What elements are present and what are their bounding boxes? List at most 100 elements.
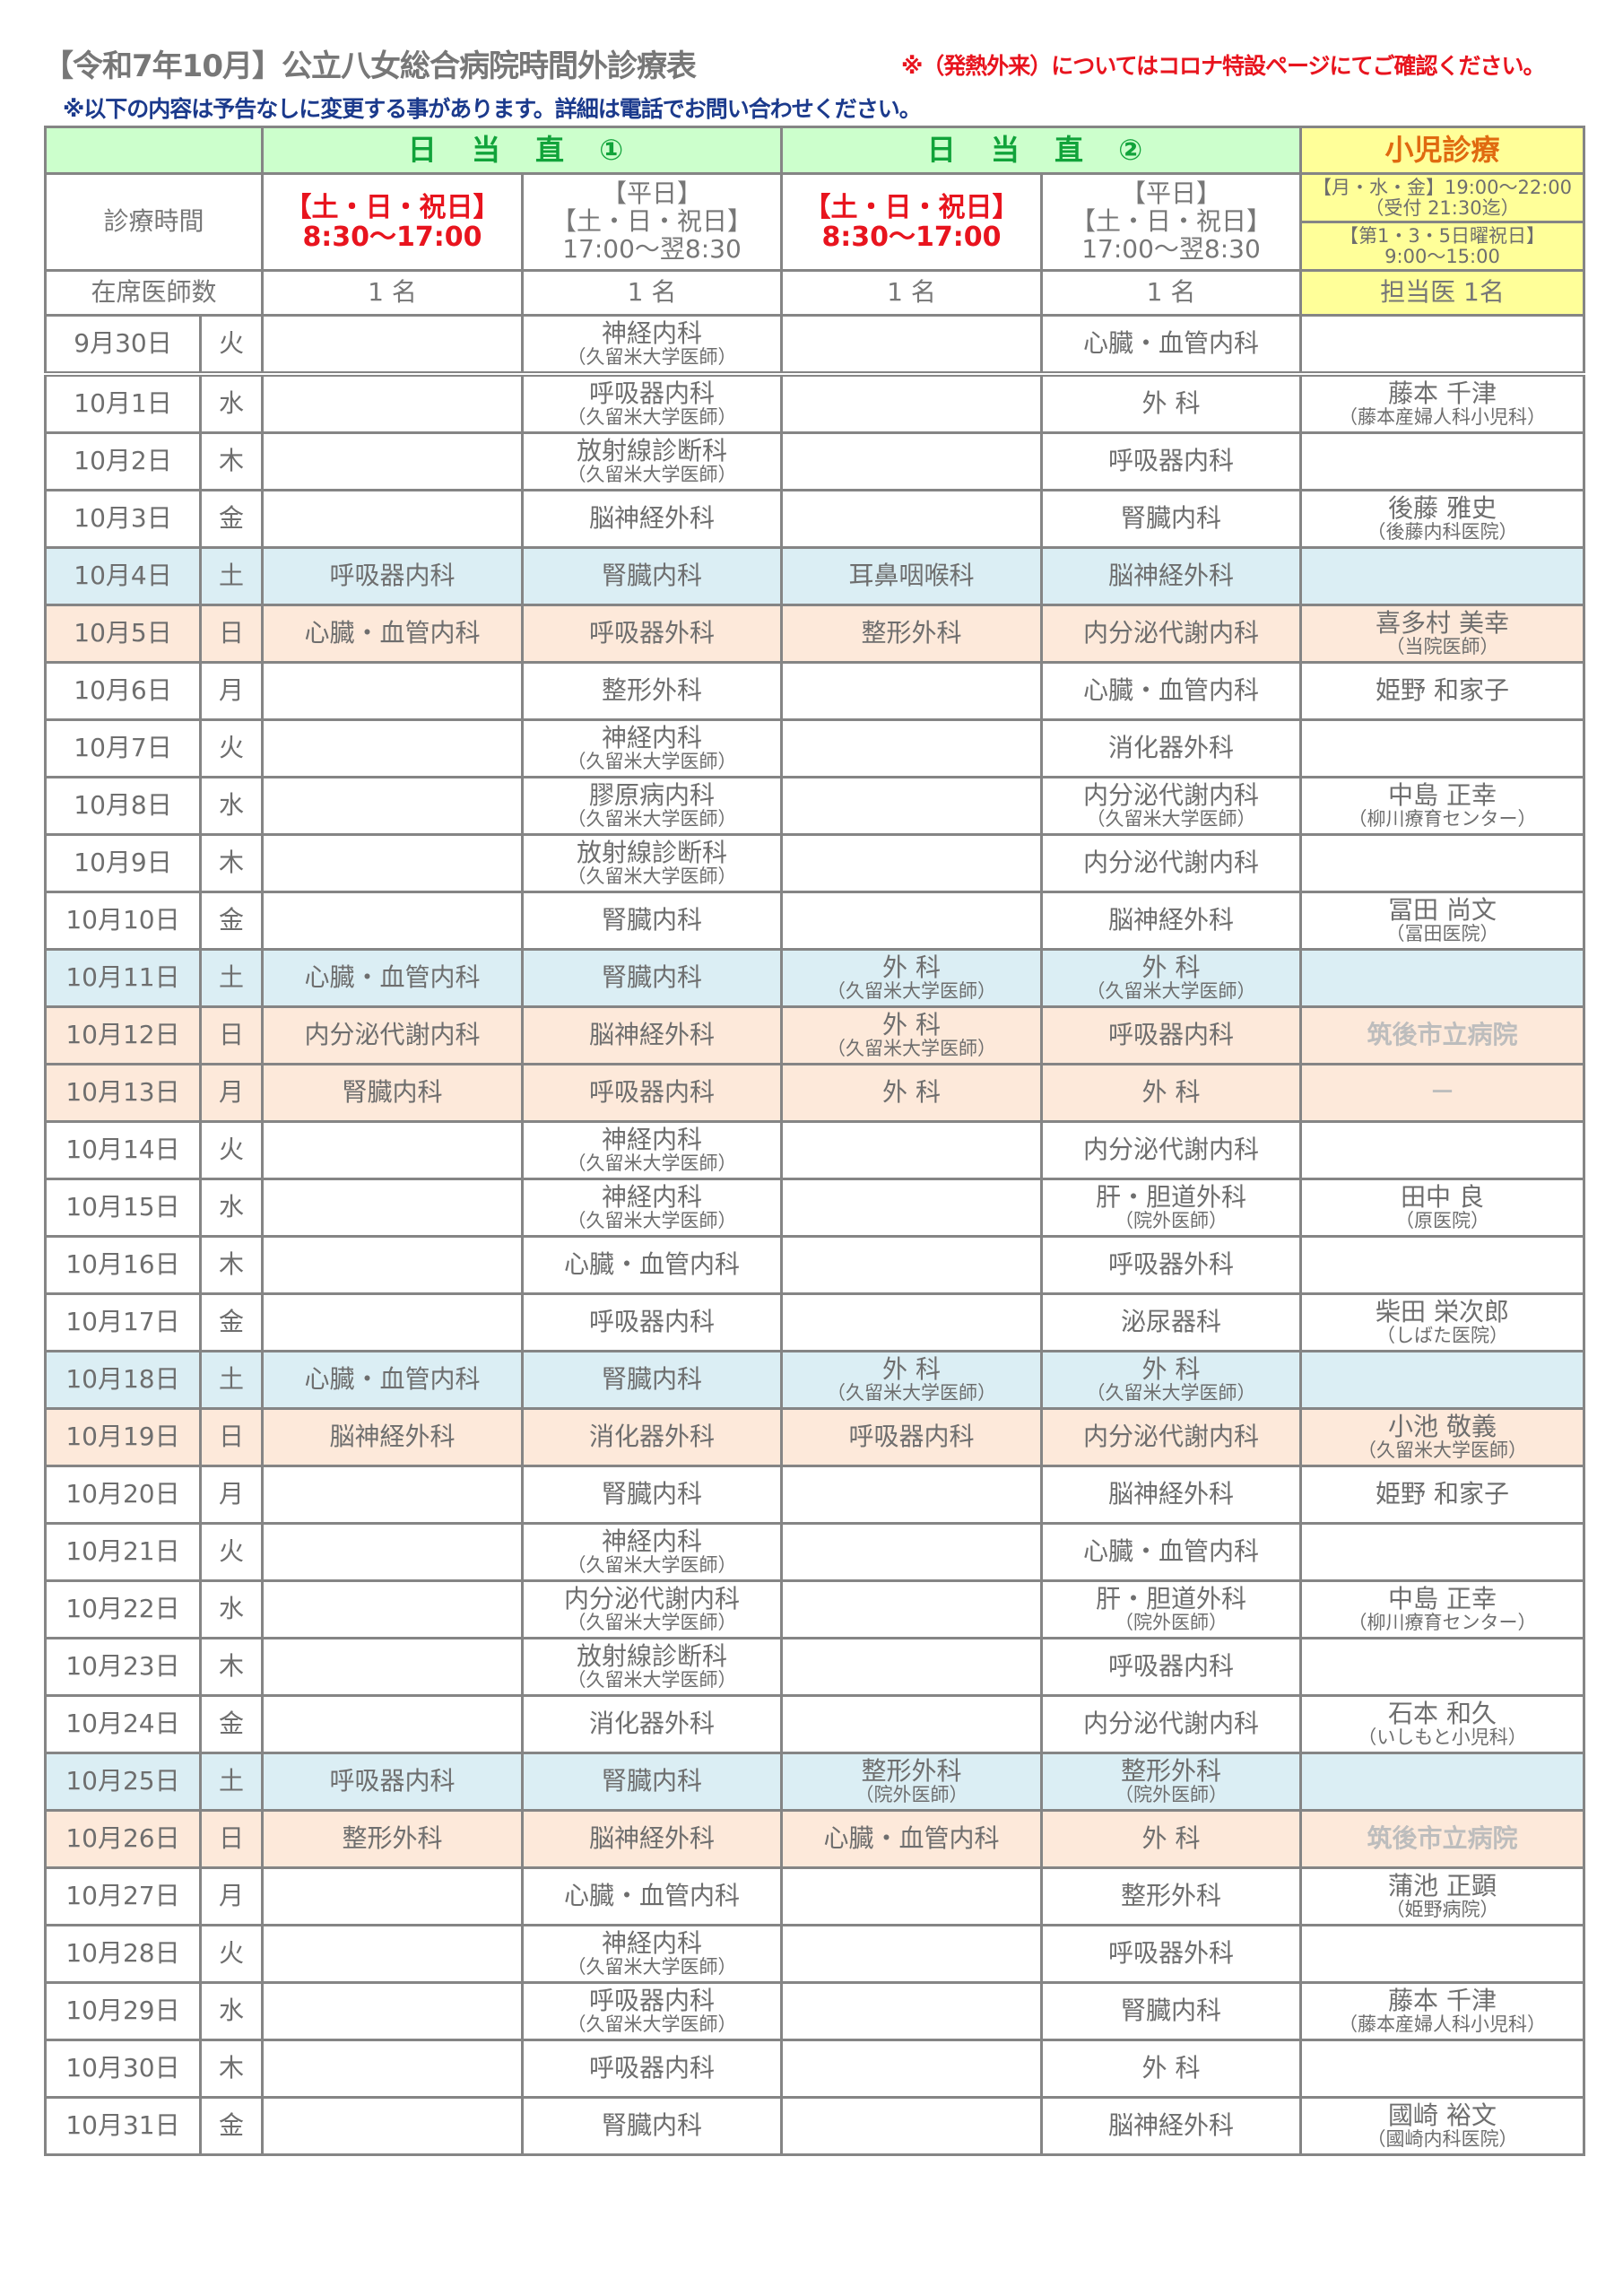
duty1-day-cell bbox=[261, 1465, 524, 1525]
duty1-day-cell bbox=[261, 314, 524, 377]
department-text: 心臓・血管内科 bbox=[1082, 1536, 1259, 1567]
department-text: 腎臓内科 bbox=[601, 2110, 702, 2141]
duty1-day-cell: 腎臓内科 bbox=[261, 1063, 524, 1123]
department-text: 神経内科 bbox=[601, 1927, 702, 1958]
date-cell: 10月20日 bbox=[44, 1465, 202, 1525]
department-text: 田中 良 bbox=[1401, 1181, 1484, 1212]
affiliation-text: （藤本産婦人科小児科） bbox=[1339, 406, 1546, 429]
duty2-night-cell: 呼吸器内科 bbox=[1040, 1637, 1302, 1697]
fever-clinic-notice: ※（発熱外来）についてはコロナ特設ページにてご確認ください。 bbox=[901, 53, 1546, 79]
table-row: 10月13日月 腎臓内科 呼吸器内科 外 科 外 科 － bbox=[44, 1063, 1585, 1123]
duty2-night-cell: 呼吸器内科 bbox=[1040, 431, 1302, 491]
date-cell: 10月12日 bbox=[44, 1005, 202, 1065]
duty2-night-hours: 【平日】 【土・日・祝日】 17:00〜翌8:30 bbox=[1040, 172, 1302, 272]
weekend-label: 【土・日・祝日】 bbox=[551, 206, 752, 237]
pediatric-cell bbox=[1299, 546, 1585, 606]
duty1-day-cell: 整形外科 bbox=[261, 1809, 524, 1869]
duty2-night-cell: 肝・胆道外科 （院外医師） bbox=[1040, 1579, 1302, 1639]
date-cell: 10月16日 bbox=[44, 1235, 202, 1295]
duty1-day-cell: 呼吸器内科 bbox=[261, 1752, 524, 1812]
department-text: 呼吸器内科 bbox=[588, 2053, 715, 2083]
duty1-night-cell: 脳神経外科 bbox=[521, 1005, 783, 1065]
affiliation-text: （國崎内科医院） bbox=[1367, 2128, 1518, 2151]
pediatric-cell bbox=[1299, 1350, 1585, 1410]
department-text: 腎臓内科 bbox=[601, 1479, 702, 1509]
duty2-day-cell bbox=[780, 1579, 1043, 1639]
duty1-night-cell: 呼吸器外科 bbox=[521, 604, 783, 664]
date-cell: 9月30日 bbox=[44, 314, 202, 377]
pediatric-cell: 喜多村 美幸 （当院医師） bbox=[1299, 604, 1585, 664]
duty2-day-cell: 外 科（久留米大学医師） bbox=[780, 948, 1043, 1008]
department-text: 泌尿器科 bbox=[1120, 1307, 1221, 1337]
pediatric-cell: 姫野 和家子 bbox=[1299, 661, 1585, 721]
department-text: 呼吸器内科 bbox=[1107, 1020, 1234, 1050]
department-text: 小池 敬義 bbox=[1388, 1411, 1497, 1441]
department-text: 心臓・血管内科 bbox=[823, 1823, 1000, 1854]
pediatric-cell: 藤本 千津 （藤本産婦人科小児科） bbox=[1299, 1981, 1585, 2041]
department-text: 神経内科 bbox=[601, 1181, 702, 1212]
duty1-night-cell: 腎臓内科 bbox=[521, 2096, 783, 2156]
department-text: 内分泌代謝内科 bbox=[1082, 618, 1259, 648]
pediatric-cell bbox=[1299, 1752, 1585, 1812]
department-text: 心臓・血管内科 bbox=[563, 1881, 740, 1911]
pediatric-cell: 後藤 雅史 （後藤内科医院） bbox=[1299, 489, 1585, 549]
department-text: 内分泌代謝内科 bbox=[563, 1583, 740, 1613]
duty1-day-cell bbox=[261, 1292, 524, 1352]
department-text: 腎臓内科 bbox=[1120, 503, 1221, 534]
duty2-night-cell: 泌尿器科 bbox=[1040, 1292, 1302, 1352]
department-text: 姫野 和家子 bbox=[1376, 1479, 1509, 1509]
duty1-night-cell: 呼吸器内科 （久留米大学医師） bbox=[521, 1981, 783, 2041]
table-row: 10月12日日 内分泌代謝内科 脳神経外科 外 科（久留米大学医師） 呼吸器内科 筑後市立… bbox=[44, 1005, 1585, 1065]
duty2-night-cell: 心臓・血管内科 bbox=[1040, 661, 1302, 721]
holiday-time: 8:30〜17:00 bbox=[302, 221, 482, 253]
pediatric-cell bbox=[1299, 1120, 1585, 1180]
header-blank bbox=[44, 126, 264, 175]
affiliation-text: （久留米大学医師） bbox=[1086, 980, 1256, 1003]
department-text: 放射線診断科 bbox=[576, 837, 727, 867]
pediatric-cell bbox=[1299, 314, 1585, 377]
duty1-night-cell: 呼吸器内科 bbox=[521, 1063, 783, 1123]
duty2-day-cell: 耳鼻咽喉科 bbox=[780, 546, 1043, 606]
duty2-header: 日 当 直 ② bbox=[780, 126, 1302, 175]
duty1-night-hours: 【平日】 【土・日・祝日】 17:00〜翌8:30 bbox=[521, 172, 783, 272]
duty2-day-cell: 呼吸器内科 bbox=[780, 1407, 1043, 1467]
weekday-cell: 月 bbox=[199, 1465, 264, 1525]
duty1-day-cell bbox=[261, 1522, 524, 1582]
duty2-night-cell: 心臓・血管内科 bbox=[1040, 314, 1302, 377]
duty2-night-cell: 内分泌代謝内科 bbox=[1040, 604, 1302, 664]
table-row: 10月25日土呼吸器内科 腎臓内科 整形外科 （院外医師） 整形外科 （院外医師） bbox=[44, 1752, 1585, 1812]
weekday-cell: 水 bbox=[199, 1178, 264, 1238]
pediatric-cell: 蒲池 正顕 （姫野病院） bbox=[1299, 1866, 1585, 1926]
duty1-night-cell: 心臓・血管内科 bbox=[521, 1235, 783, 1295]
affiliation-text: （藤本産婦人科小児科） bbox=[1339, 2013, 1546, 2036]
weekday-cell: 金 bbox=[199, 489, 264, 549]
schedule-table: 日 当 直 ① 日 当 直 ② 小児診療 診療時間 【土・日・祝日】 8:30〜1… bbox=[44, 126, 1585, 2156]
department-text: 柴田 栄次郎 bbox=[1376, 1296, 1509, 1326]
department-text: 呼吸器内科 bbox=[1107, 1651, 1234, 1682]
duty2-night-cell: 内分泌代謝内科 bbox=[1040, 1694, 1302, 1754]
department-text: 呼吸器内科 bbox=[848, 1422, 975, 1452]
night-time: 17:00〜翌8:30 bbox=[562, 233, 742, 264]
ped-reception: （受付 21:30迄） bbox=[1365, 196, 1520, 219]
weekend-label: 【土・日・祝日】 bbox=[1070, 206, 1271, 237]
department-text: 心臓・血管内科 bbox=[1082, 328, 1259, 359]
duty2-night-cell: 脳神経外科 bbox=[1040, 1465, 1302, 1525]
weekday-label: 【平日】 bbox=[601, 178, 702, 209]
affiliation-text: （久留米大学医師） bbox=[567, 865, 737, 888]
duty1-night-cell: 脳神経外科 bbox=[521, 1809, 783, 1869]
weekday-cell: 水 bbox=[199, 1579, 264, 1639]
holiday-label: 【土・日・祝日】 bbox=[803, 191, 1020, 223]
duty2-day-cell bbox=[780, 1292, 1043, 1352]
department-text: 腎臓内科 bbox=[342, 1077, 443, 1108]
date-cell: 10月23日 bbox=[44, 1637, 202, 1697]
department-text: 中島 正幸 bbox=[1388, 1583, 1497, 1613]
date-cell: 10月1日 bbox=[44, 372, 202, 434]
duty1-day-cell bbox=[261, 431, 524, 491]
duty2-night-cell: 脳神経外科 bbox=[1040, 891, 1302, 951]
table-row: 10月2日木 放射線診断科 （久留米大学医師） 呼吸器内科 bbox=[44, 431, 1585, 491]
affiliation-text: （久留米大学医師） bbox=[567, 1554, 737, 1577]
affiliation-text: （院外医師） bbox=[1115, 1210, 1228, 1232]
date-cell: 10月4日 bbox=[44, 546, 202, 606]
weekday-cell: 日 bbox=[199, 604, 264, 664]
duty2-night-cell: 消化器外科 bbox=[1040, 718, 1302, 778]
